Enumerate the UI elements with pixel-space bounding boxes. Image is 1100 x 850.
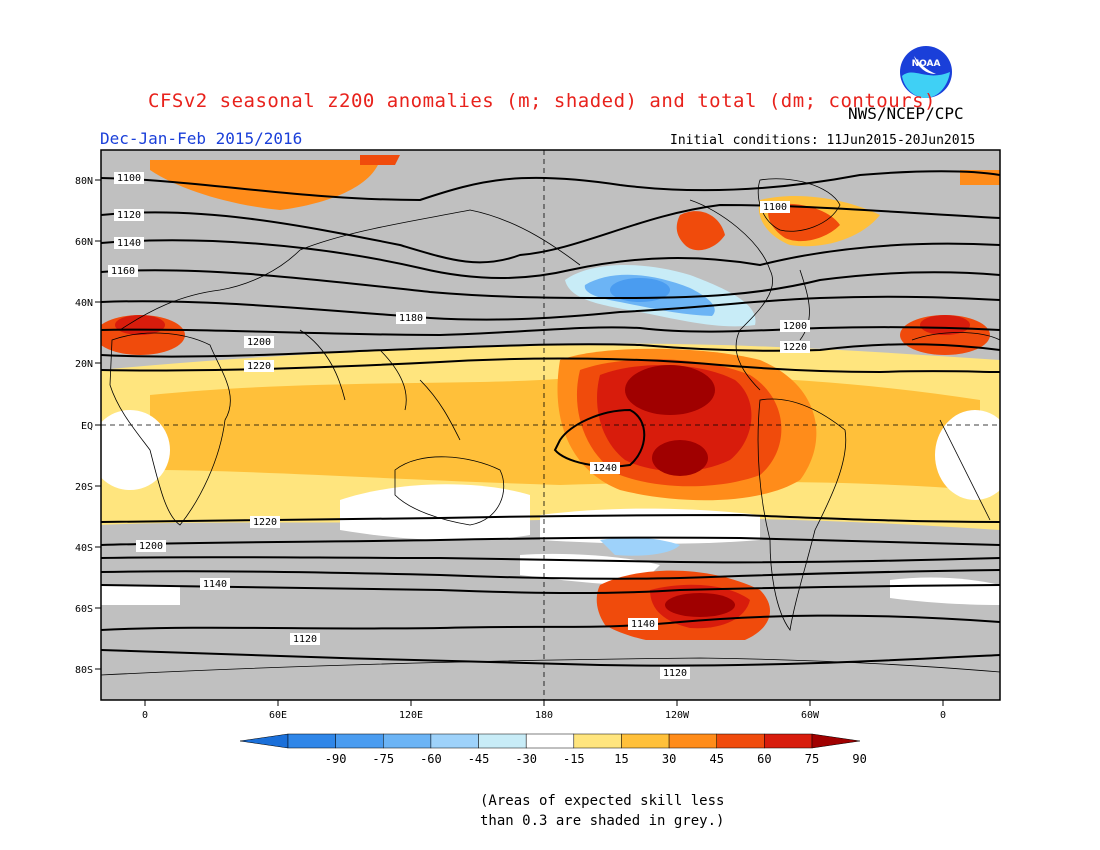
colorbar-tick-label: -15 xyxy=(563,752,585,766)
lon-label: 0 xyxy=(142,710,148,721)
lat-label: 80S xyxy=(75,665,93,676)
contour-label: 1120 xyxy=(293,634,317,645)
colorbar-tick-label: -90 xyxy=(325,752,347,766)
colorbar-tick-label: 30 xyxy=(662,752,676,766)
lon-label: 60W xyxy=(801,710,820,721)
chart-title: CFSv2 seasonal z200 anomalies (m; shaded… xyxy=(148,90,936,112)
colorbar-tick-label: -45 xyxy=(468,752,490,766)
colorbar-swatch xyxy=(383,733,432,749)
contour-label: 1180 xyxy=(399,313,423,324)
contour-label: 1200 xyxy=(247,337,271,348)
colorbar-swatch xyxy=(621,733,670,749)
contour-label: 1200 xyxy=(783,321,807,332)
colorbar-tick-label: -60 xyxy=(420,752,442,766)
skill-footnote-line2: than 0.3 are shaded in grey.) xyxy=(480,813,725,829)
colorbar-tick-label: 90 xyxy=(852,752,866,766)
contour-label: 1160 xyxy=(111,266,135,277)
colorbar-tick-label: -30 xyxy=(515,752,537,766)
lat-label: 40N xyxy=(75,298,93,309)
colorbar-swatch xyxy=(668,733,717,749)
contour-label: 1240 xyxy=(593,463,617,474)
colorbar-swatch xyxy=(478,733,527,749)
colorbar-tick-label: 60 xyxy=(757,752,771,766)
lat-ticks xyxy=(95,179,101,670)
colorbar-tick-label: 75 xyxy=(805,752,819,766)
colorbar-swatch xyxy=(573,733,622,749)
contour-label: 1220 xyxy=(783,342,807,353)
colorbar: -90 -75 -60 -45 -30 -15 15 30 45 60 75 90 xyxy=(239,733,867,766)
lat-label: 80N xyxy=(75,176,93,187)
skill-footnote-line1: (Areas of expected skill less xyxy=(480,793,725,809)
colorbar-swatch xyxy=(764,733,813,749)
contour-label: 1140 xyxy=(117,238,141,249)
lat-label: EQ xyxy=(81,421,93,432)
agency-label: NWS/NCEP/CPC xyxy=(848,104,964,123)
colorbar-tick-label: 15 xyxy=(614,752,628,766)
contour-label: 1120 xyxy=(117,210,141,221)
contour-label: 1100 xyxy=(117,173,141,184)
lat-label: 20S xyxy=(75,482,93,493)
lat-label: 60S xyxy=(75,604,93,615)
lon-label: 120W xyxy=(665,710,690,721)
skill-footnote: (Areas of expected skill less than 0.3 a… xyxy=(480,791,724,831)
contour-label: 1100 xyxy=(763,202,787,213)
logo-text: NOAA xyxy=(912,59,941,69)
colorbar-swatch xyxy=(716,733,765,749)
lon-label: 120E xyxy=(399,710,423,721)
lat-label: 60N xyxy=(75,237,93,248)
initial-conditions-label: Initial conditions: 11Jun2015-20Jun2015 xyxy=(670,133,976,148)
colorbar-tick-label: 45 xyxy=(710,752,724,766)
season-label: Dec-Jan-Feb 2015/2016 xyxy=(100,129,303,148)
lon-ticks xyxy=(144,700,944,706)
colorbar-tick-label: -75 xyxy=(372,752,394,766)
contour-label: 1120 xyxy=(663,668,687,679)
lon-label: 0 xyxy=(940,710,946,721)
colorbar-swatch xyxy=(287,733,336,749)
contour-labels: 1100 1120 1140 1160 1180 1200 1220 1240 … xyxy=(108,172,810,679)
colorbar-swatch xyxy=(525,733,575,749)
lon-label: 60E xyxy=(269,710,287,721)
colorbar-swatch xyxy=(335,733,384,749)
colorbar-swatch xyxy=(430,733,479,749)
contour-label: 1140 xyxy=(203,579,227,590)
contour-label: 1200 xyxy=(139,541,163,552)
lat-label: 40S xyxy=(75,543,93,554)
contour-label: 1220 xyxy=(247,361,271,372)
contour-label: 1220 xyxy=(253,517,277,528)
lat-label: 20N xyxy=(75,359,93,370)
noaa-logo: NOAA xyxy=(897,43,955,101)
colorbar-max-arrow xyxy=(811,733,861,749)
lon-label: 180 xyxy=(535,710,553,721)
colorbar-min-arrow xyxy=(239,733,289,749)
contour-label: 1140 xyxy=(631,619,655,630)
